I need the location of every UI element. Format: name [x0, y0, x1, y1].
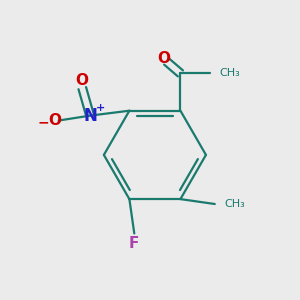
Text: CH₃: CH₃ [225, 199, 245, 209]
Text: O: O [157, 51, 170, 66]
Text: O: O [75, 73, 88, 88]
Text: O: O [48, 113, 61, 128]
Text: F: F [129, 236, 140, 251]
Text: +: + [96, 103, 106, 113]
Text: CH₃: CH₃ [220, 68, 240, 78]
Text: −: − [37, 116, 49, 130]
Text: N: N [83, 106, 97, 124]
